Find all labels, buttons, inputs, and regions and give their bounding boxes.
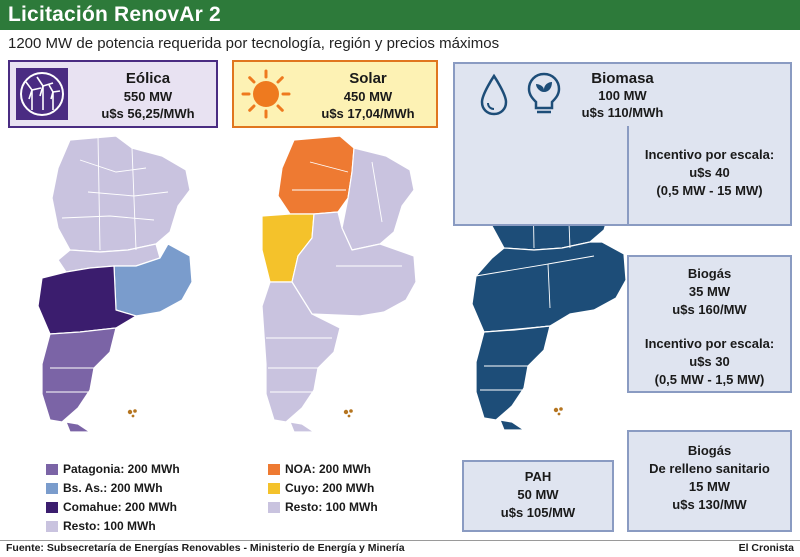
biomasa-power: 100 MW [598, 88, 647, 103]
legend-swatch [46, 521, 58, 532]
header-bar [0, 0, 800, 30]
biogas-relleno-box: Biogás De relleno sanitario 15 MW u$s 13… [627, 430, 792, 532]
eolica-power: 550 MW [123, 89, 173, 104]
wind-turbines-icon [16, 68, 68, 120]
biomasa-incentive-box: Incentivo por escala: u$s 40 (0,5 MW - 1… [627, 126, 792, 226]
map-region-tierra-del-fuego [65, 421, 91, 432]
pah-title: PAH [524, 469, 552, 484]
legend-label: Cuyo: 200 MWh [285, 481, 375, 495]
eolica-title: Eólica [125, 70, 171, 87]
biogas-power: 35 MW [688, 284, 731, 299]
legend-label: Resto: 100 MWh [63, 519, 156, 533]
legend-label: Comahue: 200 MWh [63, 500, 178, 514]
eolica-card: Eólica 550 MW u$s 56,25/MWh [8, 60, 218, 128]
malvinas-islands [553, 407, 563, 416]
biogas-incentive-range: (0,5 MW - 1,5 MW) [654, 372, 765, 387]
biogas-box: Biogás 35 MW u$s 160/MW Incentivo por es… [627, 255, 792, 393]
solar-map [252, 132, 442, 432]
source-note: Fuente: Subsecretaría de Energías Renova… [6, 542, 405, 554]
solar-price: u$s 17,04/MWh [321, 106, 415, 121]
map-region-tierra-del-fuego [499, 419, 525, 430]
brand-credit: El Cronista [738, 542, 794, 554]
drop-icon [480, 73, 508, 116]
legend-swatch [268, 483, 280, 494]
map-region-comahue [37, 265, 137, 335]
biomasa-incentive-value: u$s 40 [689, 165, 730, 180]
malvinas-islands [343, 409, 353, 418]
pah-price: u$s 105/MW [500, 505, 576, 520]
malvinas-islands [127, 409, 137, 418]
biomasa-incentive-title: Incentivo por escala: [644, 147, 775, 162]
solar-card: Solar 450 MW u$s 17,04/MWh [232, 60, 438, 128]
map-region-sur-resto [261, 281, 341, 423]
pah-box: PAH 50 MW u$s 105/MW [462, 460, 614, 532]
legend-swatch [46, 464, 58, 475]
sun-icon [240, 68, 292, 120]
biomasa-price: u$s 110/MWh [581, 105, 664, 120]
biogas-relleno-subtitle: De relleno sanitario [649, 461, 770, 476]
page-subtitle: 1200 MW de potencia requerida por tecnol… [8, 35, 500, 52]
eolica-price: u$s 56,25/MWh [101, 106, 195, 121]
page-title: Licitación RenovAr 2 [8, 3, 221, 26]
lightbulb-leaf-icon [527, 72, 561, 114]
legend-swatch [46, 502, 58, 513]
biomasa-title: Biomasa [591, 70, 654, 87]
legend-label: Bs. As.: 200 MWh [63, 481, 163, 495]
solar-power: 450 MW [343, 89, 393, 104]
legend-swatch [268, 464, 280, 475]
legend-label: Patagonia: 200 MWh [63, 462, 180, 476]
biogas-title: Biogás [687, 266, 732, 281]
eolica-map [28, 132, 218, 432]
solar-legend: NOA: 200 MWh Cuyo: 200 MWh Resto: 100 MW… [268, 462, 438, 516]
biogas-relleno-power: 15 MW [688, 479, 731, 494]
legend-label: NOA: 200 MWh [285, 462, 372, 476]
map-region-noa [277, 135, 355, 215]
biomasa-incentive-range: (0,5 MW - 15 MW) [656, 183, 763, 198]
map-region-north [51, 135, 191, 253]
solar-title: Solar [349, 70, 387, 87]
biogas-incentive-title: Incentivo por escala: [644, 336, 775, 351]
pah-power: 50 MW [517, 487, 559, 502]
footer-divider [0, 540, 800, 541]
map-region-patagonia [475, 325, 551, 421]
map-region-tierra-del-fuego [289, 421, 315, 432]
biogas-incentive-value: u$s 30 [689, 354, 730, 369]
map-region-centro-resto [291, 211, 417, 317]
map-region-patagonia [41, 327, 117, 423]
biogas-price: u$s 160/MW [672, 302, 747, 317]
legend-swatch [46, 483, 58, 494]
biogas-relleno-title: Biogás [687, 443, 732, 458]
eolica-legend: Patagonia: 200 MWh Bs. As.: 200 MWh Coma… [46, 462, 216, 534]
legend-swatch [268, 502, 280, 513]
biogas-relleno-price: u$s 130/MW [672, 497, 747, 512]
legend-label: Resto: 100 MWh [285, 500, 378, 514]
